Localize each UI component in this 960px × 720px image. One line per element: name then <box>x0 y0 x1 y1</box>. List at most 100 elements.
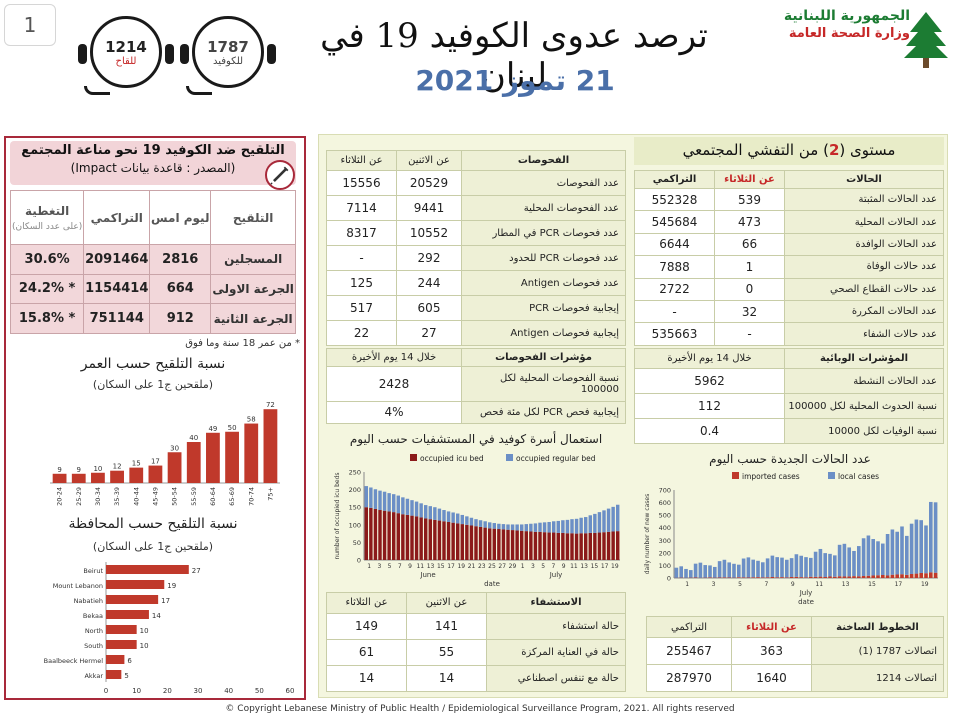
bar-segment <box>857 576 861 578</box>
row-cumulative: 2091464 <box>83 244 151 275</box>
table-row: اتصالات 1214 1640 287970 <box>646 664 944 692</box>
row-tuesday: 22 <box>326 320 397 346</box>
bar-segment <box>857 546 861 577</box>
row-label: عدد حالات القطاع الصحي <box>784 277 944 302</box>
tick-label: 700 <box>659 487 671 495</box>
table-row: حالة مع تنفس اصطناعي 14 14 <box>326 664 626 693</box>
bar-segment <box>515 524 519 531</box>
bar-segment <box>579 517 583 534</box>
bar-segment <box>761 562 765 578</box>
bar-segment <box>674 567 679 578</box>
row-cumulative: 6644 <box>634 232 715 257</box>
row-yesterday: 2816 <box>149 244 212 275</box>
bar <box>106 655 125 664</box>
table-row: الجرعة الاولى 664 1154414 * 24.2% <box>9 273 296 305</box>
bar-segment <box>392 494 396 513</box>
tick-label: 23 <box>478 563 486 570</box>
bar-segment <box>488 528 492 560</box>
data-label: 10 <box>140 642 149 650</box>
bar-segment <box>679 566 683 578</box>
bar-segment <box>460 524 464 560</box>
row-value: 112 <box>634 393 785 419</box>
bar <box>106 670 122 679</box>
bar-segment <box>914 573 919 578</box>
bar <box>106 565 189 574</box>
bar-segment <box>497 523 501 530</box>
bar-segment <box>698 562 703 578</box>
bar-segment <box>852 576 856 578</box>
bar-segment <box>456 523 460 560</box>
data-label: 10 <box>140 627 149 635</box>
tick-label: 9 <box>408 563 412 570</box>
vaccination-source: (المصدر : قاعدة بيانات Impact) <box>70 161 236 175</box>
tick-label: 17 <box>447 563 455 570</box>
bar-segment <box>871 575 875 578</box>
bar-segment <box>437 520 442 560</box>
hotlines-table: الخطوط الساخنة عن الثلاثاء التراكمي اتصا… <box>646 615 944 692</box>
row-cumulative: 7888 <box>634 255 715 279</box>
row-monday: 55 <box>406 638 487 666</box>
data-label: 19 <box>167 582 176 590</box>
bar-segment <box>852 550 856 577</box>
bar-segment <box>722 577 727 578</box>
row-coverage: * 15.8% <box>9 303 85 334</box>
bar-segment <box>387 493 391 512</box>
row-label: إيجابية فحوصات PCR <box>461 295 626 321</box>
tick-label: 55-59 <box>190 487 198 506</box>
row-cumulative: 255467 <box>646 637 732 666</box>
legend-swatch <box>828 472 835 479</box>
bar-segment <box>442 521 446 560</box>
bar-segment <box>780 577 784 578</box>
legend-label: occupied regular bed <box>516 454 596 463</box>
bar <box>225 431 239 483</box>
bar-segment <box>424 518 428 560</box>
row-tuesday: 14 <box>326 664 407 693</box>
bar-segment <box>401 514 405 560</box>
bar-segment <box>871 539 875 576</box>
row-tuesday: 517 <box>326 295 397 321</box>
bar-segment <box>881 543 885 575</box>
tick-label: 29 <box>509 563 517 570</box>
row-label: حالة في العناية المركزة <box>486 638 626 666</box>
page-title: ترصد عدوى الكوفيد 19 في لبنان <box>320 16 708 96</box>
bar-segment <box>382 510 387 560</box>
community-level-value: 2 <box>828 141 840 159</box>
bar-segment <box>765 577 770 578</box>
cases-table: الحالات عن الثلاثاء التراكمي عدد الحالات… <box>634 170 944 346</box>
bar-segment <box>419 503 423 518</box>
row-yesterday: 664 <box>149 273 212 305</box>
row-day: 32 <box>714 300 785 324</box>
hospital-beds-chart: occupied icu bed occupied regular bed 0 50 1… <box>334 454 620 588</box>
bar-segment <box>579 533 583 560</box>
bar-segment <box>746 577 751 578</box>
row-tuesday: 149 <box>326 612 407 640</box>
bar-segment <box>483 527 487 560</box>
bar-segment <box>866 535 871 576</box>
bar-segment <box>761 577 765 578</box>
row-label: عدد الحالات المثبتة <box>784 187 944 212</box>
row-label: إيجابية فحوصات Antigen <box>461 320 626 346</box>
bar-segment <box>602 532 606 560</box>
bar-segment <box>419 517 423 560</box>
bar-segment <box>488 522 492 529</box>
bar-segment <box>369 507 373 560</box>
tick-label: 50 <box>255 687 264 695</box>
bar-segment <box>474 526 478 560</box>
bar-segment <box>387 511 391 560</box>
beds-chart-title: استعمال أسرة كوفيد في المستشفيات حسب الي… <box>349 432 603 446</box>
bar-segment <box>565 519 570 534</box>
bar-segment <box>437 508 442 521</box>
tests-indicators-period: خلال 14 يوم الأخيرة <box>326 348 462 367</box>
bar-segment <box>533 531 538 560</box>
table-row: عدد الحالات الوافدة 66 6644 <box>634 232 944 257</box>
row-value: 0.4 <box>634 418 785 444</box>
tick-label: 200 <box>349 486 361 494</box>
vaccination-header: التلقيح ضد الكوفيد 19 نحو مناعة المجتمع … <box>10 141 296 185</box>
data-label: 9 <box>77 466 81 474</box>
cases-col-cumulative: التراكمي <box>634 170 715 189</box>
vaccine-hotline-number: 1214 <box>105 37 147 56</box>
category-label: South <box>84 642 103 650</box>
row-label: عدد حالات الوفاة <box>784 255 944 279</box>
bar-segment <box>593 513 597 533</box>
bar-segment <box>746 557 751 578</box>
